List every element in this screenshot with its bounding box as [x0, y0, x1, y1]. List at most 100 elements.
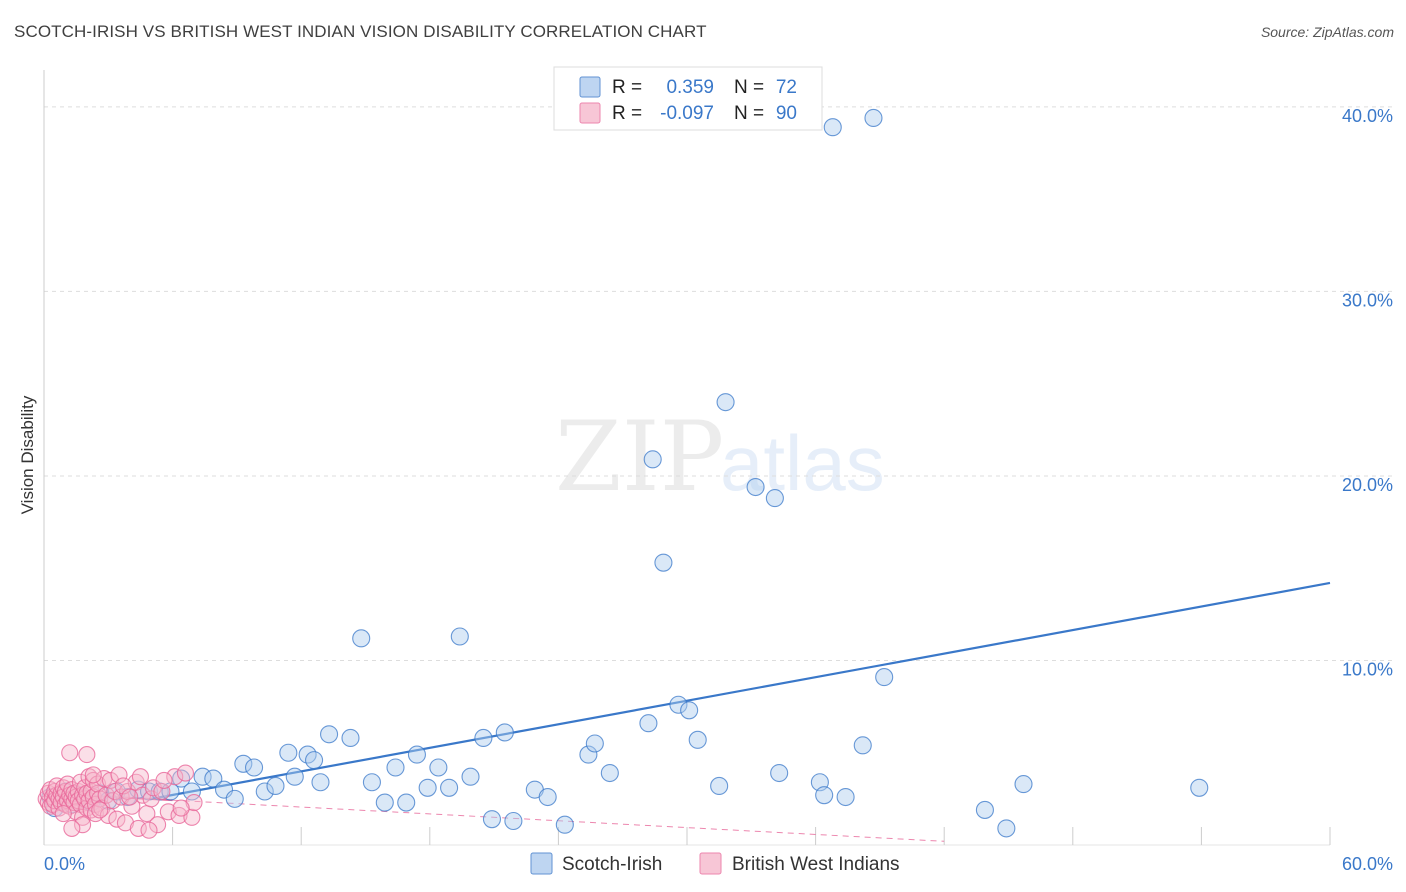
trend-line-british-west-indians-extension — [172, 799, 945, 842]
scotch-irish-point — [474, 728, 493, 748]
british-west-indians-point — [74, 808, 92, 826]
scotch-irish-point — [407, 745, 426, 764]
british-west-indians-point — [91, 801, 109, 819]
scotch-irish-point — [765, 489, 784, 508]
scotch-irish-point — [1014, 775, 1033, 794]
british-west-indians-point — [153, 782, 171, 801]
scotch-irish-point — [341, 728, 360, 748]
scotch-irish-point — [266, 776, 285, 796]
scotch-irish-point — [770, 763, 789, 783]
scotch-irish-point — [746, 477, 765, 497]
trend-line-scotch-irish — [150, 581, 1331, 800]
scotch-irish-point — [362, 773, 381, 792]
scotch-irish-point — [255, 782, 274, 801]
y-tick-label: 40.0% — [1342, 106, 1393, 126]
scotch-irish-point — [688, 730, 707, 749]
stats-legend-r-label-1: R = — [612, 77, 642, 98]
scotch-irish-point — [244, 758, 264, 777]
scotch-irish-point — [440, 778, 459, 797]
scotch-irish-point — [204, 769, 223, 788]
scotch-irish-point — [555, 815, 574, 834]
scotch-irish-point — [386, 758, 405, 777]
british-west-indians-point — [108, 810, 126, 828]
watermark: ZIP atlas — [555, 401, 885, 513]
scotch-irish-point — [461, 767, 480, 786]
british-west-indians-point — [84, 766, 102, 784]
series-scotch-irish — [41, 108, 1209, 838]
british-west-indians-point — [149, 816, 167, 834]
chart-title: SCOTCH-IRISH VS BRITISH WEST INDIAN VISI… — [14, 22, 707, 41]
scotch-irish-point — [823, 118, 842, 137]
scotch-irish-point — [680, 701, 699, 720]
stats-legend-n-label-2: N = — [734, 103, 764, 124]
scotch-irish-point — [579, 745, 598, 764]
watermark-atlas: atlas — [720, 419, 885, 507]
british-west-indians-point — [129, 819, 147, 837]
scotch-irish-point — [352, 629, 371, 648]
stats-legend-r-label-2: R = — [612, 103, 642, 124]
scotch-irish-point — [450, 627, 469, 646]
stats-legend-pink-swatch — [579, 102, 601, 124]
scotch-irish-point — [538, 787, 557, 807]
scotch-irish-point — [418, 778, 437, 797]
british-west-indians-point — [131, 768, 149, 786]
scotch-irish-point — [600, 763, 619, 783]
watermark-zip: ZIP — [555, 401, 724, 513]
british-west-indians-point — [176, 764, 195, 782]
british-west-indians-point — [185, 794, 203, 812]
british-west-indians-point — [172, 799, 190, 817]
y-tick-label: 30.0% — [1342, 290, 1393, 310]
scotch-irish-point — [1190, 778, 1209, 797]
scotch-irish-point — [495, 723, 514, 742]
scotch-irish-point — [182, 782, 201, 801]
stats-legend-r-value-1: 0.359 — [666, 77, 714, 98]
british-west-indians-point — [116, 814, 134, 832]
scotch-irish-point — [285, 767, 304, 786]
scotch-irish-point — [375, 793, 394, 812]
legend-scotch-irish-swatch — [530, 852, 553, 875]
scotch-irish-point — [172, 769, 191, 788]
british-west-indians-point — [74, 816, 92, 834]
scotch-irish-point — [864, 108, 883, 128]
scotch-irish-point — [482, 810, 502, 829]
series-british-west-indians — [37, 744, 203, 839]
british-west-indians-point — [140, 821, 158, 839]
scotch-irish-point — [225, 789, 244, 808]
legend-british-west-indians-swatch — [699, 852, 722, 875]
y-tick-label: 20.0% — [1342, 475, 1393, 495]
source-label: Source: ZipAtlas.com — [1260, 24, 1394, 40]
x-tick-label-min: 0.0% — [44, 854, 85, 874]
stats-legend-n-label-1: N = — [734, 77, 764, 98]
scotch-irish-point — [975, 800, 994, 819]
scotch-irish-point — [234, 754, 253, 773]
scotch-irish-point — [397, 793, 416, 812]
british-west-indians-point — [61, 744, 79, 762]
gridlines: 10.0% 20.0% 30.0% 40.0% — [44, 106, 1393, 679]
scotch-irish-point — [279, 743, 298, 762]
scotch-irish-point — [429, 758, 448, 777]
scotch-irish-point — [815, 786, 834, 805]
scotch-irish-point — [504, 811, 523, 831]
scotch-irish-point — [997, 819, 1016, 838]
british-west-indians-point — [121, 788, 139, 806]
stats-legend-n-value-2: 90 — [776, 103, 797, 124]
scotch-irish-point — [836, 787, 855, 807]
stats-legend: R = 0.359 N = 72 R = -0.097 N = 90 — [553, 66, 823, 131]
legend-scotch-irish-label: Scotch-Irish — [562, 854, 662, 875]
stats-legend-n-value-1: 72 — [776, 77, 797, 98]
british-west-indians-point — [159, 803, 177, 821]
y-tick-label: 10.0% — [1342, 659, 1393, 679]
scotch-irish-point — [716, 393, 735, 412]
british-west-indians-point — [110, 766, 128, 784]
british-west-indians-point — [78, 746, 96, 764]
scotch-irish-point — [643, 450, 662, 469]
x-tick-label-max: 60.0% — [1342, 854, 1393, 874]
scotch-irish-point — [639, 714, 658, 733]
stats-legend-r-value-2: -0.097 — [660, 103, 714, 124]
scotch-irish-point — [875, 668, 894, 687]
scotch-irish-point — [311, 773, 330, 792]
scotch-irish-point — [305, 751, 324, 770]
british-west-indians-point — [63, 819, 81, 837]
series-legend: Scotch-Irish British West Indians — [530, 852, 900, 875]
